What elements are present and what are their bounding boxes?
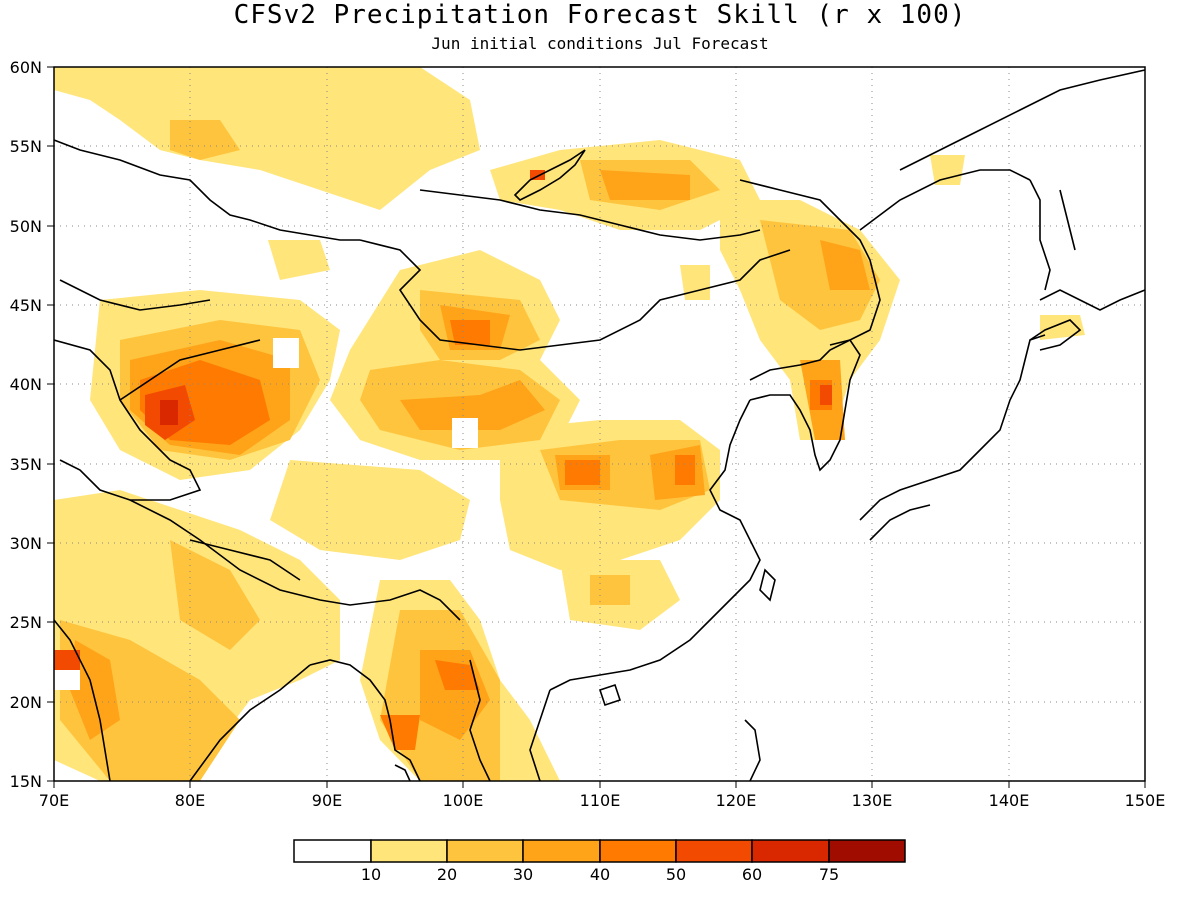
lat-tick-label: 35N bbox=[10, 455, 42, 474]
axis-ticks bbox=[47, 66, 1146, 788]
lon-tick-label: 100E bbox=[443, 791, 484, 810]
lat-tick-label: 30N bbox=[10, 534, 42, 553]
colorbar-swatch bbox=[370, 839, 448, 863]
lon-tick-label: 150E bbox=[1125, 791, 1166, 810]
colorbar-label: 50 bbox=[666, 865, 686, 884]
grid-lines bbox=[54, 67, 1145, 781]
colorbar-label: 75 bbox=[819, 865, 839, 884]
colorbar-swatch bbox=[675, 839, 753, 863]
lat-tick-label: 60N bbox=[10, 58, 42, 77]
colorbar-swatch bbox=[751, 839, 830, 863]
lon-tick-label: 80E bbox=[175, 791, 205, 810]
colorbar-swatch bbox=[522, 839, 601, 863]
colorbar-swatch bbox=[599, 839, 677, 863]
lat-tick-label: 40N bbox=[10, 375, 42, 394]
coastlines bbox=[54, 69, 1145, 781]
map-title: CFSv2 Precipitation Forecast Skill (r x … bbox=[233, 0, 967, 30]
colorbar: 10 20 30 40 50 60 75 bbox=[293, 839, 906, 884]
lon-tick-label: 140E bbox=[989, 791, 1030, 810]
skill-shading bbox=[54, 67, 1085, 781]
lon-tick-label: 120E bbox=[716, 791, 757, 810]
lat-tick-label: 45N bbox=[10, 296, 42, 315]
colorbar-label: 10 bbox=[361, 865, 381, 884]
lon-tick-labels: 70E 80E 90E 100E 110E 120E 130E 140E 150… bbox=[39, 791, 1166, 810]
colorbar-swatch bbox=[293, 839, 372, 863]
lon-tick-label: 90E bbox=[312, 791, 342, 810]
lat-tick-label: 20N bbox=[10, 693, 42, 712]
lon-tick-label: 130E bbox=[852, 791, 893, 810]
lon-tick-label: 110E bbox=[580, 791, 621, 810]
lat-tick-label: 25N bbox=[10, 613, 42, 632]
colorbar-label: 30 bbox=[513, 865, 533, 884]
colorbar-swatch bbox=[828, 839, 906, 863]
colorbar-label: 20 bbox=[437, 865, 457, 884]
lat-tick-label: 55N bbox=[10, 137, 42, 156]
map-subtitle: Jun initial conditions Jul Forecast bbox=[431, 34, 769, 53]
lat-tick-label: 15N bbox=[10, 772, 42, 791]
lat-tick-labels: 15N 20N 25N 30N 35N 40N 45N 50N 55N 60N bbox=[10, 58, 42, 791]
lon-tick-label: 70E bbox=[39, 791, 69, 810]
colorbar-label: 40 bbox=[590, 865, 610, 884]
lat-tick-label: 50N bbox=[10, 217, 42, 236]
colorbar-swatch bbox=[446, 839, 524, 863]
colorbar-label: 60 bbox=[742, 865, 762, 884]
